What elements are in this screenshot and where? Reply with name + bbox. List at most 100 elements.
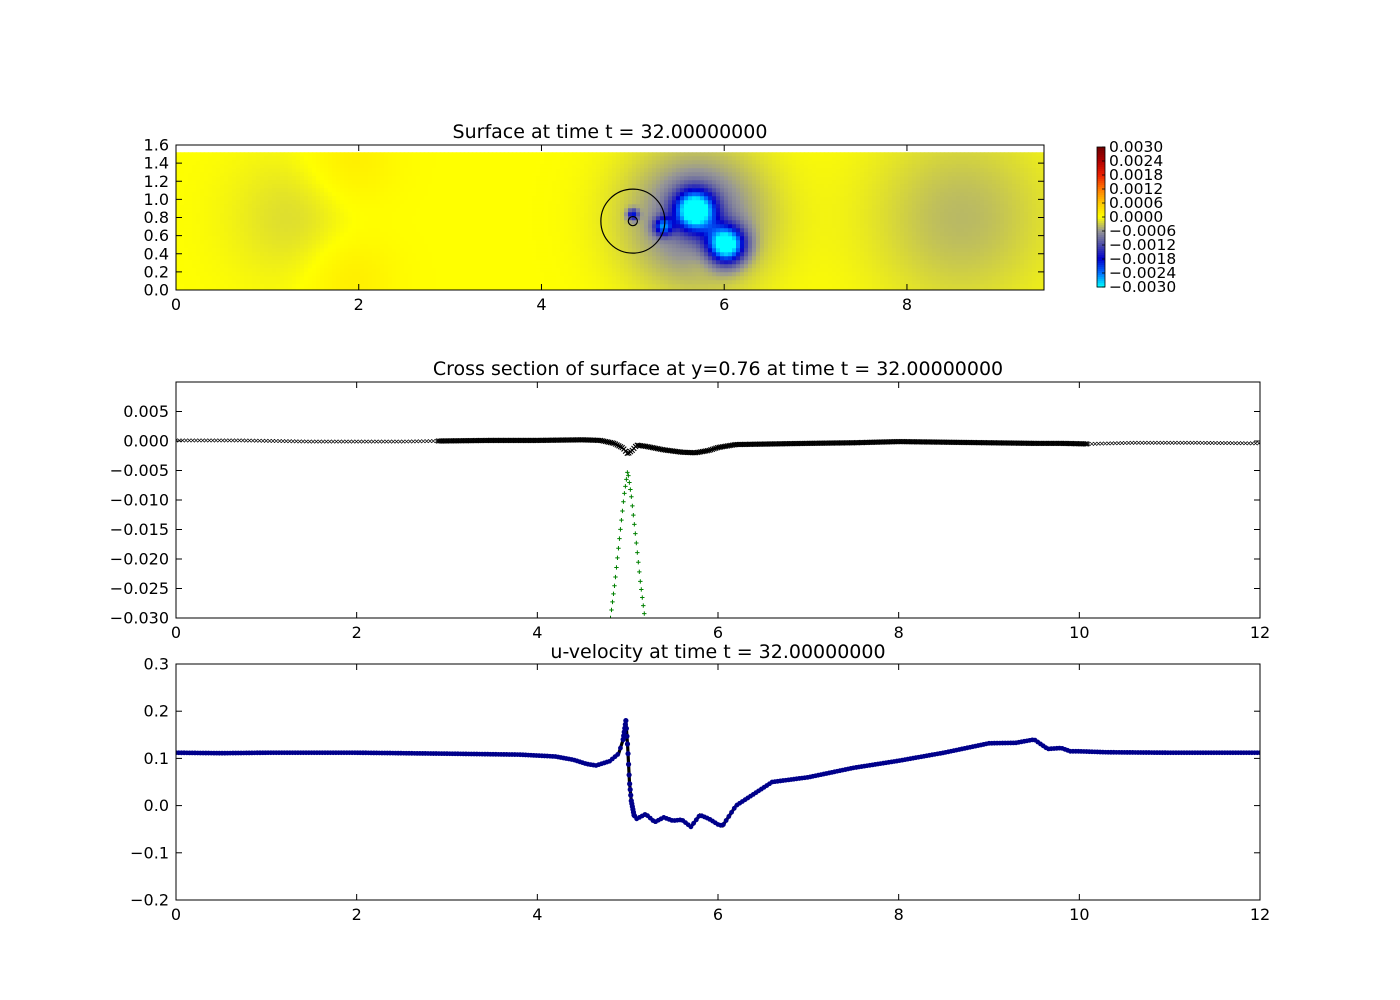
heatmap-cell: [584, 272, 589, 277]
heatmap-cell: [308, 184, 313, 189]
heatmap-cell: [344, 200, 349, 205]
heatmap-cell: [376, 192, 381, 197]
heatmap-cell: [392, 216, 397, 221]
heatmap-cell: [512, 248, 517, 253]
heatmap-cell: [536, 276, 541, 281]
heatmap-cell: [280, 160, 285, 165]
heatmap-cell: [280, 152, 285, 157]
heatmap-cell: [376, 180, 381, 185]
heatmap-cell: [704, 200, 709, 205]
heatmap-cell: [608, 252, 613, 257]
heatmap-cell: [360, 224, 365, 229]
heatmap-cell: [424, 216, 429, 221]
heatmap-cell: [400, 236, 405, 241]
heatmap-cell: [260, 176, 265, 181]
heatmap-cell: [528, 172, 533, 177]
heatmap-cell: [464, 212, 469, 217]
heatmap-cell: [204, 156, 209, 161]
heatmap-cell: [188, 200, 193, 205]
heatmap-cell: [188, 164, 193, 169]
heatmap-cell: [368, 236, 373, 241]
heatmap-cell: [332, 276, 337, 281]
heatmap-cell: [712, 196, 717, 201]
heatmap-cell: [624, 172, 629, 177]
heatmap-cell: [536, 224, 541, 229]
heatmap-cell: [420, 280, 425, 285]
heatmap-cell: [256, 200, 261, 205]
heatmap-cell: [432, 208, 437, 213]
heatmap-cell: [184, 272, 189, 277]
heatmap-cell: [328, 236, 333, 241]
heatmap-cell: [700, 160, 705, 165]
heatmap-cell: [492, 224, 497, 229]
heatmap-cell: [308, 268, 313, 273]
heatmap-cell: [584, 160, 589, 165]
heatmap-cell: [684, 168, 689, 173]
heatmap-cell: [328, 232, 333, 237]
heatmap-cell: [616, 232, 621, 237]
heatmap-cell: [468, 216, 473, 221]
heatmap-cell: [604, 216, 609, 221]
heatmap-cell: [476, 280, 481, 285]
heatmap-cell: [600, 284, 605, 289]
heatmap-cell: [508, 224, 513, 229]
heatmap-cell: [680, 200, 685, 205]
heatmap-cell: [728, 212, 733, 217]
heatmap-cell: [188, 236, 193, 241]
heatmap-cell: [548, 208, 553, 213]
heatmap-cell: [360, 220, 365, 225]
heatmap-cell: [508, 284, 513, 289]
heatmap-cell: [484, 260, 489, 265]
heatmap-cell: [400, 288, 405, 290]
heatmap-cell: [584, 228, 589, 233]
heatmap-cell: [700, 156, 705, 161]
heatmap-cell: [396, 244, 401, 249]
heatmap-cell: [612, 184, 617, 189]
heatmap-cell: [284, 228, 289, 233]
heatmap-cell: [316, 180, 321, 185]
heatmap-cell: [532, 256, 537, 261]
heatmap-cell: [496, 236, 501, 241]
heatmap-cell: [504, 168, 509, 173]
heatmap-cell: [728, 288, 733, 290]
heatmap-cell: [180, 284, 185, 289]
heatmap-cell: [432, 252, 437, 257]
heatmap-cell: [668, 168, 673, 173]
heatmap-cell: [196, 208, 201, 213]
heatmap-cell: [212, 184, 217, 189]
heatmap-cell: [512, 192, 517, 197]
heatmap-cell: [228, 212, 233, 217]
heatmap-cell: [232, 256, 237, 261]
heatmap-cell: [484, 184, 489, 189]
heatmap-cell: [696, 208, 701, 213]
heatmap-cell: [620, 268, 625, 273]
heatmap-cell: [208, 284, 213, 289]
heatmap-cell: [292, 176, 297, 181]
heatmap-cell: [420, 268, 425, 273]
heatmap-cell: [316, 212, 321, 217]
heatmap-cell: [676, 192, 681, 197]
heatmap-cell: [284, 208, 289, 213]
heatmap-cell: [360, 212, 365, 217]
heatmap-cell: [444, 272, 449, 277]
heatmap-cell: [724, 196, 729, 201]
heatmap-cell: [404, 224, 409, 229]
heatmap-cell: [516, 280, 521, 285]
heatmap-cell: [488, 280, 493, 285]
heatmap-cell: [204, 192, 209, 197]
heatmap-cell: [584, 220, 589, 225]
heatmap-cell: [380, 248, 385, 253]
heatmap-cell: [468, 176, 473, 181]
heatmap-cell: [484, 196, 489, 201]
heatmap-cell: [692, 268, 697, 273]
heatmap-cell: [528, 264, 533, 269]
heatmap-cell: [680, 276, 685, 281]
heatmap-cell: [656, 160, 661, 165]
heatmap-cell: [248, 268, 253, 273]
heatmap-cell: [440, 252, 445, 257]
heatmap-cell: [212, 156, 217, 161]
heatmap-cell: [676, 172, 681, 177]
heatmap-cell: [624, 232, 629, 237]
heatmap-cell: [392, 272, 397, 277]
